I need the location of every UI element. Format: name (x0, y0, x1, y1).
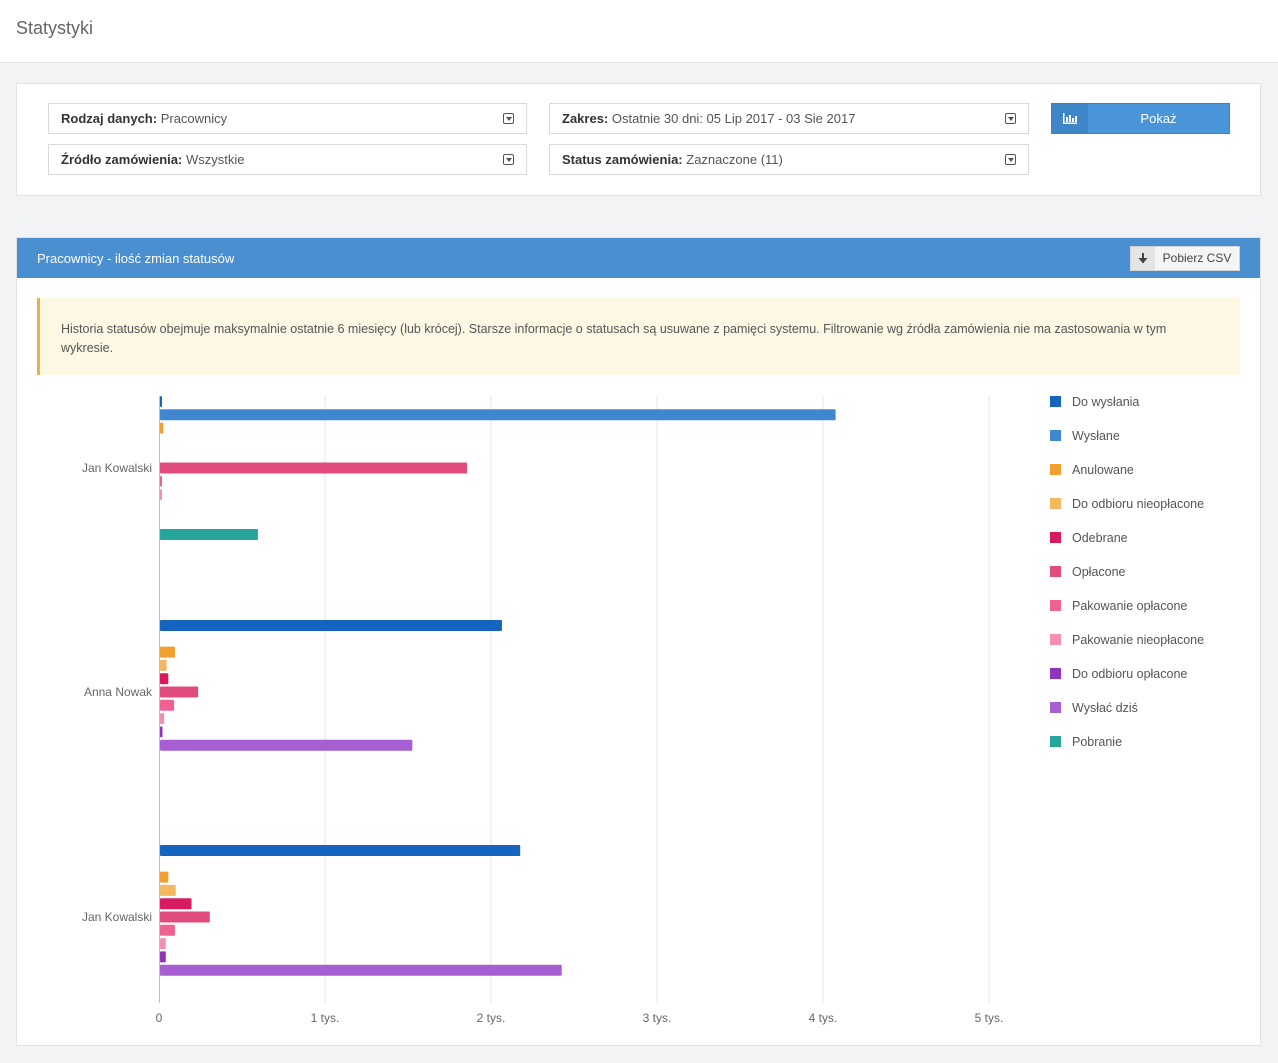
legend-label: Opłacone (1072, 565, 1126, 579)
category-label: Jan Kowalski (82, 461, 152, 475)
filter-panel: Rodzaj danych: Pracownicy Zakres: Ostatn… (16, 83, 1261, 196)
data-type-label: Rodzaj danych: (61, 111, 158, 126)
legend-swatch (1050, 532, 1061, 543)
legend-swatch (1050, 396, 1061, 407)
show-button[interactable]: Pokaż (1051, 103, 1230, 134)
order-status-select[interactable]: Status zamówienia: Zaznaczone (11) (549, 144, 1029, 175)
bar (160, 646, 175, 658)
bar (160, 911, 210, 923)
legend-swatch (1050, 498, 1061, 509)
download-arrow-icon (1131, 247, 1155, 270)
download-csv-button[interactable]: Pobierz CSV (1130, 246, 1240, 271)
legend-label: Wysłać dziś (1072, 701, 1138, 715)
legend-swatch (1050, 600, 1061, 611)
range-value: Ostatnie 30 dni: 05 Lip 2017 - 03 Sie 20… (611, 111, 856, 126)
bar (160, 475, 162, 487)
chevron-down-icon (503, 154, 514, 165)
top-bar: Statystyki (0, 0, 1278, 63)
bar (160, 489, 162, 501)
order-source-value: Wszystkie (185, 152, 245, 167)
chart-panel: Pracownicy - ilość zmian statusów Pobier… (16, 237, 1261, 1046)
legend-label: Do odbioru nieopłacone (1072, 497, 1204, 511)
chevron-down-icon (1005, 113, 1016, 124)
bar (160, 422, 164, 434)
bar (160, 924, 175, 936)
legend-label: Do odbioru opłacone (1072, 667, 1187, 681)
info-alert: Historia statusów obejmuje maksymalnie o… (37, 298, 1240, 375)
bar (160, 409, 836, 421)
bar (160, 884, 176, 896)
bar (160, 699, 175, 711)
bar (160, 686, 199, 698)
x-tick-label: 1 tys. (311, 1011, 340, 1025)
category-label: Anna Nowak (84, 685, 153, 699)
range-label: Zakres: (562, 111, 609, 126)
legend-label: Pakowanie nieopłacone (1072, 633, 1204, 647)
data-type-value: Pracownicy (160, 111, 228, 126)
x-tick-label: 0 (156, 1011, 163, 1025)
data-type-select[interactable]: Rodzaj danych: Pracownicy (48, 103, 527, 134)
order-source-select[interactable]: Źródło zamówienia: Wszystkie (48, 144, 527, 175)
bar (160, 739, 413, 751)
status-chart: 0 1 tys. 2 tys. 3 tys. 4 tys. 5 tys. Jan Kowal… (82, 395, 1204, 1025)
bar-chart-icon (1052, 104, 1088, 133)
bar (160, 898, 192, 910)
order-status-label: Status zamówienia: (562, 152, 683, 167)
bar (160, 845, 521, 856)
legend-swatch (1050, 634, 1061, 645)
legend-swatch (1050, 464, 1061, 475)
category-label: Jan Kowalski (82, 910, 152, 924)
bar (160, 529, 258, 540)
legend-label: Anulowane (1072, 463, 1134, 477)
panel-header: Pracownicy - ilość zmian statusów Pobier… (17, 238, 1260, 278)
page-title: Statystyki (16, 18, 94, 38)
panel-title: Pracownicy - ilość zmian statusów (37, 251, 235, 266)
bar (160, 726, 163, 738)
legend-swatch (1050, 566, 1061, 577)
bar (160, 964, 562, 976)
bar (160, 462, 468, 474)
bar (160, 938, 166, 950)
legend-label: Wysłane (1072, 429, 1120, 443)
range-select[interactable]: Zakres: Ostatnie 30 dni: 05 Lip 2017 - 0… (549, 103, 1029, 134)
order-status-value: Zaznaczone (11) (686, 152, 783, 167)
legend-label: Do wysłania (1072, 395, 1139, 409)
bar (160, 620, 502, 631)
legend-label: Pakowanie opłacone (1072, 599, 1187, 613)
legend-swatch (1050, 702, 1061, 713)
bar (160, 713, 165, 725)
bar (160, 396, 162, 407)
bar (160, 659, 167, 671)
legend-swatch (1050, 668, 1061, 679)
x-tick-label: 3 tys. (643, 1011, 672, 1025)
legend-label: Odebrane (1072, 531, 1128, 545)
legend-swatch (1050, 736, 1061, 747)
legend-label: Pobranie (1072, 735, 1122, 749)
x-tick-label: 5 tys. (975, 1011, 1004, 1025)
legend-swatch (1050, 430, 1061, 441)
download-csv-label: Pobierz CSV (1162, 251, 1232, 265)
bar (160, 871, 169, 883)
bar (160, 951, 166, 963)
chevron-down-icon (503, 113, 514, 124)
show-button-label: Pokaż (1140, 111, 1177, 126)
x-tick-label: 4 tys. (809, 1011, 838, 1025)
x-tick-label: 2 tys. (477, 1011, 506, 1025)
bar (160, 673, 169, 685)
order-source-label: Źródło zamówienia: (61, 152, 183, 167)
chevron-down-icon (1005, 154, 1016, 165)
